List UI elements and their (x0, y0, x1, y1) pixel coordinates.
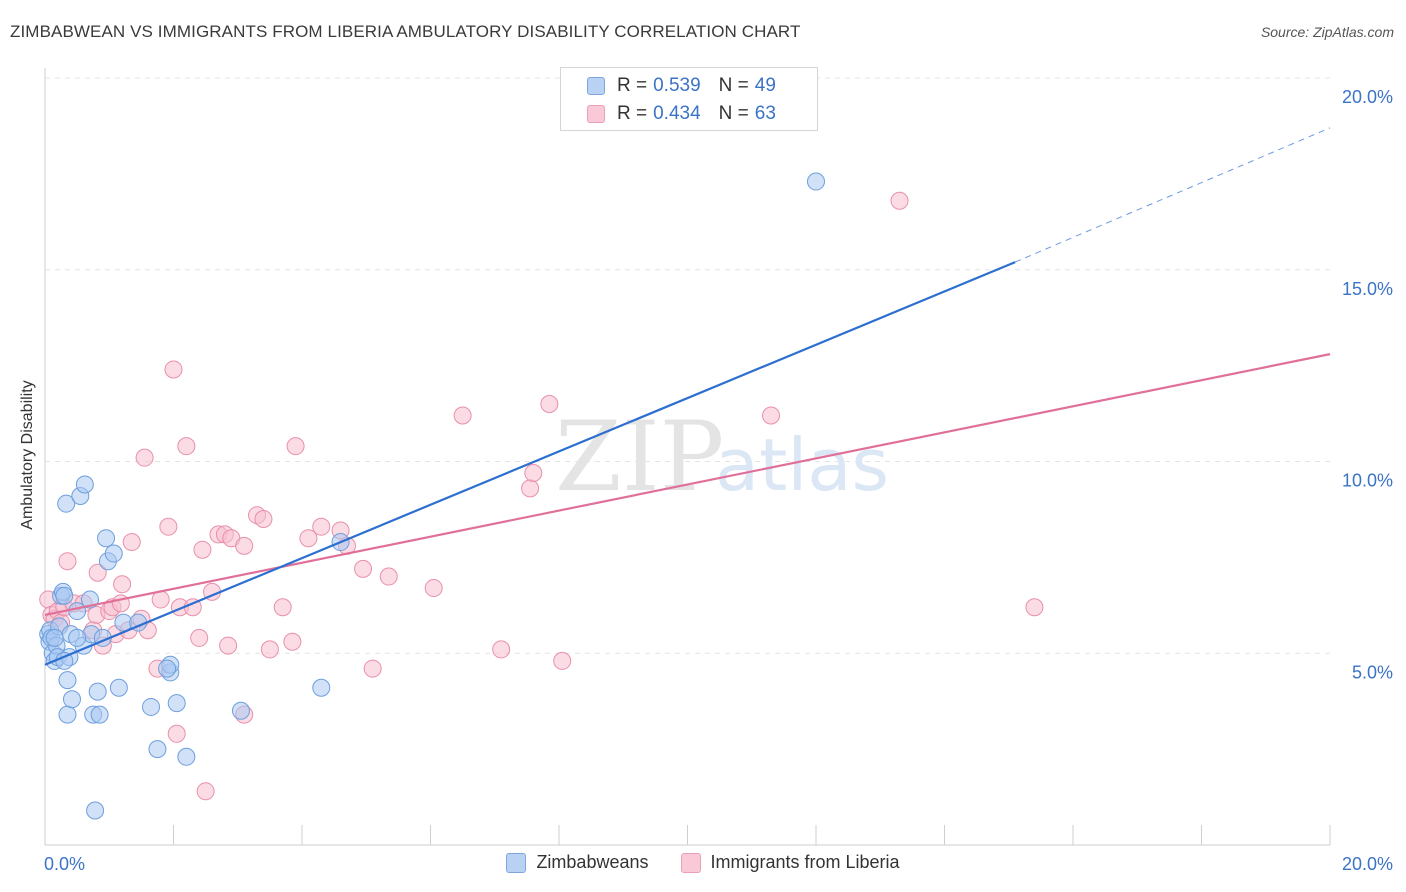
zimbabwean-point (109, 678, 128, 697)
liberia-point (219, 636, 238, 655)
liberia-point (159, 517, 178, 536)
liberia-trend-line (44, 353, 1331, 616)
tick-labels: 5.0% 10.0% 15.0% 20.0% 0.0% 20.0% (44, 87, 1393, 874)
liberia-point (762, 406, 781, 425)
legend-label-zimbabweans: Zimbabweans (536, 852, 649, 872)
legend-swatch-blue (587, 77, 605, 95)
liberia-point (273, 598, 292, 617)
legend-n-label: N = (718, 75, 749, 96)
liberia-point (135, 448, 154, 467)
legend-n-value: 49 (754, 75, 776, 96)
zimbabwean-point (148, 740, 167, 759)
legend-label-liberia: Immigrants from Liberia (710, 852, 900, 872)
legend-swatch-pink (587, 105, 605, 123)
x-tick-label: 0.0% (44, 854, 85, 874)
y-tick-label: 5.0% (1352, 662, 1393, 682)
liberia-point (113, 575, 132, 594)
liberia-point (260, 640, 279, 659)
liberia-point (193, 540, 212, 559)
zimbabwean-point (142, 697, 161, 716)
legend-r-label: R = (617, 103, 648, 124)
liberia-point (286, 437, 305, 456)
series-legend: Zimbabweans Immigrants from Liberia (0, 852, 1406, 873)
zimbabwean-point (58, 671, 77, 690)
legend-row-liberia: R = 0.434 N = 63 (587, 101, 776, 127)
axes (44, 68, 1331, 846)
zimbabwean-point (58, 705, 77, 724)
liberia-point (177, 437, 196, 456)
legend-swatch-blue (506, 852, 527, 873)
liberia-point (167, 724, 186, 743)
liberia-point (521, 479, 540, 498)
legend-r-value: 0.434 (653, 103, 701, 124)
zimbabwean-point (88, 682, 107, 701)
watermark: ZIP atlas (555, 401, 889, 513)
liberia-point (424, 579, 443, 598)
liberia-point (354, 559, 373, 578)
zimbabwean-point (90, 705, 109, 724)
legend-r-value: 0.539 (653, 75, 701, 96)
chart-title: ZIMBABWEAN VS IMMIGRANTS FROM LIBERIA AM… (10, 22, 801, 41)
zimbabwean-point (75, 475, 94, 494)
liberia-point (283, 632, 302, 651)
zimbabwean-point (97, 529, 116, 548)
legend-r-label: R = (617, 75, 648, 96)
zimbabwean-point (68, 628, 87, 647)
liberia-point (58, 552, 77, 571)
y-tick-label: 20.0% (1342, 87, 1393, 107)
zimbabwean-trend-line (44, 261, 1016, 666)
zimbabwean-point (158, 659, 177, 678)
trend-lines (44, 127, 1331, 666)
zimbabwean-points (39, 172, 825, 820)
source-label: Source: ZipAtlas.com (1260, 24, 1394, 40)
zimbabwean-point (231, 701, 250, 720)
liberia-point (890, 191, 909, 210)
zimbabwean-point (57, 494, 76, 513)
liberia-point (122, 533, 141, 552)
x-tick-label: 20.0% (1342, 854, 1393, 874)
legend-n-value: 63 (754, 103, 776, 124)
zimbabwean-point (312, 678, 331, 697)
zimbabwean-point (86, 801, 105, 820)
liberia-point (299, 529, 318, 548)
zimbabwean-point (62, 690, 81, 709)
liberia-point (312, 517, 331, 536)
zimbabwean-point (45, 628, 64, 647)
y-tick-label: 10.0% (1342, 471, 1393, 491)
liberia-point (196, 782, 215, 801)
liberia-point (540, 394, 559, 413)
zimbabwean-point (807, 172, 825, 191)
gridlines (45, 77, 1330, 654)
legend-row-zimbabweans: R = 0.539 N = 49 (587, 73, 776, 99)
y-tick-label: 15.0% (1342, 279, 1393, 299)
liberia-point (363, 659, 382, 678)
liberia-point (190, 628, 209, 647)
zimbabwean-point (104, 544, 123, 563)
legend-item-zimbabweans[interactable]: Zimbabweans (506, 852, 649, 873)
liberia-point (492, 640, 511, 659)
zimbabwean-point (55, 586, 74, 605)
legend-swatch-pink (680, 852, 701, 873)
zimbabwean-point (177, 747, 196, 766)
liberia-points (39, 191, 1044, 801)
liberia-point (553, 651, 572, 670)
liberia-point (453, 406, 472, 425)
liberia-point (379, 567, 398, 586)
liberia-point (164, 360, 183, 379)
watermark-atlas: atlas (715, 423, 889, 507)
correlation-legend: R = 0.539 N = 49 R = 0.434 N = 63 (560, 67, 818, 131)
liberia-point (254, 510, 273, 529)
legend-n-label: N = (718, 103, 749, 124)
legend-item-liberia[interactable]: Immigrants from Liberia (680, 852, 900, 873)
liberia-point (88, 563, 107, 582)
zimbabwean-point (167, 694, 186, 713)
liberia-point (235, 536, 254, 555)
zimbabwean-trend-extension (1014, 127, 1331, 263)
liberia-point (1025, 598, 1044, 617)
liberia-point (524, 464, 543, 483)
